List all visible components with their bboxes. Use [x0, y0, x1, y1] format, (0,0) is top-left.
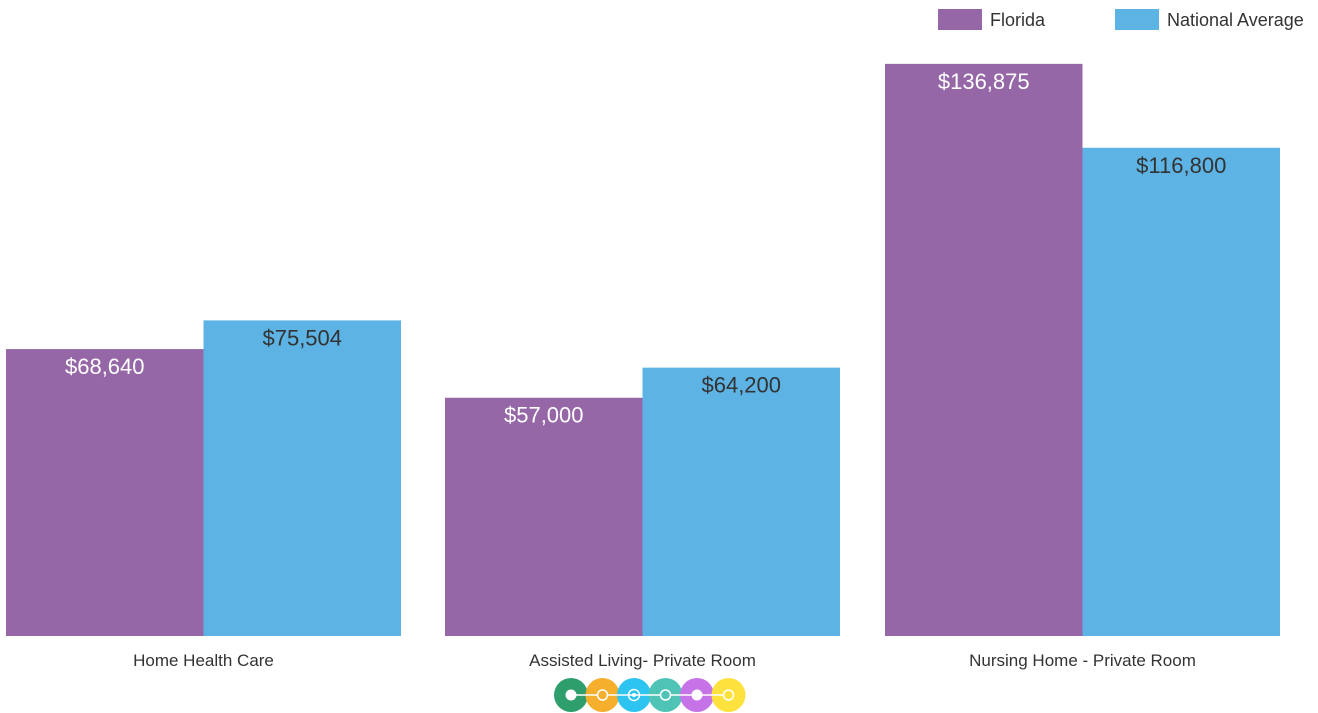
category-labels: Home Health Care Assisted Living- Private… [133, 651, 1196, 670]
category-label: Assisted Living- Private Room [529, 651, 756, 670]
timeline-marker-center [632, 693, 636, 697]
bar-national-average-1[interactable] [642, 367, 841, 636]
bars [6, 63, 1281, 637]
legend-swatch [938, 9, 982, 30]
data-label: $116,800 [1136, 153, 1226, 178]
legend: Florida National Average [938, 9, 1304, 30]
data-label: $75,504 [262, 325, 342, 350]
data-label: $136,875 [938, 69, 1030, 94]
timeline-marker [565, 689, 577, 701]
category-label: Home Health Care [133, 651, 274, 670]
timeline-marker [627, 688, 641, 702]
bar-florida-0[interactable] [6, 349, 204, 636]
timeline-marker [659, 689, 672, 701]
bar-national-average-2[interactable] [1082, 147, 1281, 636]
bar-florida-1[interactable] [445, 397, 643, 636]
legend-label: Florida [990, 10, 1046, 30]
legend-label: National Average [1167, 10, 1304, 30]
category-label: Nursing Home - Private Room [969, 651, 1196, 670]
legend-swatch [1115, 9, 1159, 30]
timeline-marker [596, 689, 609, 701]
bar-florida-2[interactable] [885, 63, 1083, 637]
legend-item[interactable]: National Average [1115, 9, 1304, 30]
timeline-dots-icon[interactable] [554, 678, 746, 712]
data-label: $57,000 [504, 403, 584, 428]
data-label: $64,200 [701, 373, 781, 398]
legend-item[interactable]: Florida [938, 9, 1046, 30]
bar-labels: $68,640 $75,504 $57,000 $64,200 $136,875 $116… [65, 69, 1226, 428]
timeline-marker [722, 689, 735, 701]
bar-national-average-0[interactable] [203, 320, 402, 636]
data-label: $68,640 [65, 354, 145, 379]
timeline-marker [691, 689, 703, 701]
